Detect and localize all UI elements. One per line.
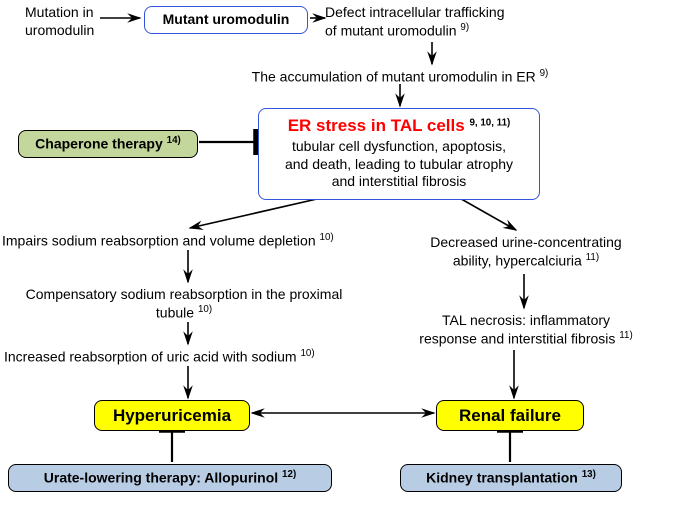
node-mutation: Mutation inuromodulin — [25, 4, 125, 39]
node-compensatory: Compensatory sodium reabsorption in the … — [4, 286, 364, 322]
node-tal-necrosis: TAL necrosis: inflammatoryresponse and i… — [400, 312, 652, 348]
node-accumulation: The accumulation of mutant uromodulin in… — [220, 68, 580, 86]
node-renal-failure: Renal failure — [436, 400, 584, 431]
node-impairs: Impairs sodium reabsorption and volume d… — [2, 232, 374, 250]
node-hyperuricemia: Hyperuricemia — [94, 400, 250, 431]
node-defect: Defect intracellular traffickingof mutan… — [325, 4, 555, 40]
node-mutant-uromodulin-box: Mutant uromodulin — [144, 6, 308, 34]
node-urate-therapy: Urate-lowering therapy: Allopurinol 12) — [8, 464, 332, 492]
node-kidney-transplant: Kidney transplantation 13) — [400, 464, 622, 492]
node-chaperone-therapy: Chaperone therapy 14) — [18, 130, 198, 158]
node-er-stress-box: ER stress in TAL cells 9, 10, 11)tubular… — [258, 108, 540, 200]
node-increased: Increased reabsorption of uric acid with… — [4, 348, 352, 366]
node-decreased: Decreased urine-concentratingability, hy… — [406, 234, 646, 270]
